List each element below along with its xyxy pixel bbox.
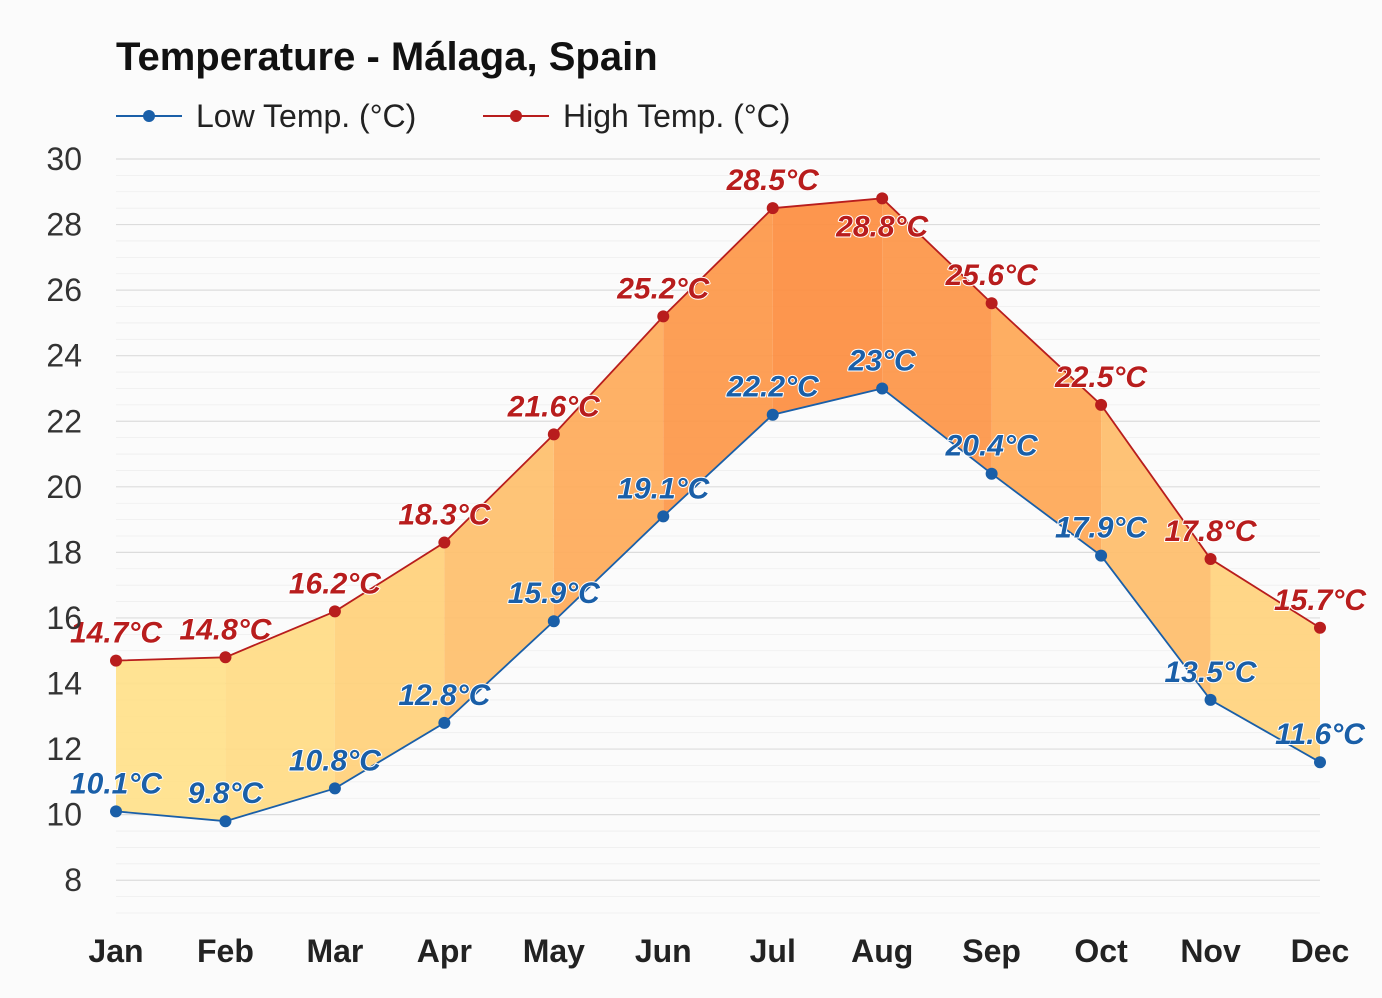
high-point-aug[interactable]	[876, 192, 889, 205]
y-tick-label: 14	[46, 666, 82, 702]
y-tick-label: 8	[64, 862, 82, 898]
legend-label-high: High Temp. (°C)	[563, 98, 790, 134]
y-tick-label: 24	[46, 338, 82, 374]
range-band-aug	[882, 198, 992, 474]
range-fill-layer	[116, 198, 1320, 822]
high-label-nov: 17.8°C	[1165, 515, 1258, 548]
high-label-jun: 25.2°C	[616, 272, 710, 305]
low-point-nov[interactable]	[1204, 693, 1217, 706]
x-tick-label-oct: Oct	[1074, 933, 1128, 969]
low-temp-line	[115, 387, 1321, 823]
low-point-jan[interactable]	[110, 805, 122, 818]
high-point-dec[interactable]	[1314, 621, 1326, 634]
x-tick-label-dec: Dec	[1291, 933, 1350, 969]
high-point-sep[interactable]	[985, 297, 998, 310]
high-point-mar[interactable]	[328, 605, 341, 618]
low-label-jun: 19.1°C	[617, 472, 710, 505]
high-point-oct[interactable]	[1095, 398, 1108, 411]
high-point-feb[interactable]	[219, 651, 232, 664]
high-point-apr[interactable]	[438, 536, 451, 549]
legend[interactable]: Low Temp. (°C) High Temp. (°C)	[116, 98, 790, 134]
range-band-jul	[772, 198, 883, 415]
high-label-may: 21.6°C	[507, 390, 601, 423]
high-point-may[interactable]	[547, 428, 560, 441]
low-point-oct[interactable]	[1095, 549, 1108, 562]
x-tick-label-nov: Nov	[1180, 933, 1241, 969]
low-label-may: 15.9°C	[508, 577, 601, 610]
range-band-oct	[1101, 404, 1211, 700]
high-temp-line	[115, 197, 1321, 662]
chart-title: Temperature - Málaga, Spain	[116, 35, 658, 79]
x-tick-label-jul: Jul	[750, 933, 796, 969]
high-label-jul: 28.5°C	[726, 164, 820, 197]
high-label-mar: 16.2°C	[289, 567, 382, 600]
low-label-jan: 10.1°C	[70, 767, 163, 800]
axis-layer: 8 10 12 14 16 18 20 22 24 26 28 30 Jan Feb Mar Apr May Ju…	[46, 141, 1349, 969]
high-point-jan[interactable]	[110, 654, 122, 667]
low-label-sep: 20.4°C	[945, 430, 1039, 463]
low-label-oct: 17.9°C	[1055, 512, 1148, 545]
series-line-layer	[115, 197, 1321, 823]
y-tick-label: 22	[46, 403, 82, 439]
range-band-feb	[225, 611, 335, 822]
y-tick-label: 20	[46, 469, 82, 505]
low-point-apr[interactable]	[438, 716, 451, 729]
range-band-mar	[334, 542, 445, 789]
y-tick-label: 10	[46, 797, 82, 833]
range-band-nov	[1210, 558, 1320, 763]
y-tick-label: 28	[46, 207, 82, 243]
legend-item-high[interactable]: High Temp. (°C)	[483, 98, 790, 134]
x-tick-label-may: May	[523, 933, 585, 969]
y-tick-label: 12	[46, 731, 82, 767]
low-point-aug[interactable]	[876, 382, 889, 395]
y-tick-label: 18	[46, 534, 82, 570]
range-band-sep	[991, 303, 1102, 556]
range-band-apr	[444, 434, 554, 723]
high-label-oct: 22.5°C	[1054, 361, 1148, 394]
legend-item-low[interactable]: Low Temp. (°C)	[116, 98, 416, 134]
low-point-feb[interactable]	[219, 815, 232, 828]
low-label-apr: 12.8°C	[398, 679, 491, 712]
x-tick-label-apr: Apr	[417, 933, 472, 969]
x-tick-label-jun: Jun	[635, 933, 692, 969]
high-label-aug: 28.8°C	[835, 210, 929, 243]
range-band-may	[553, 316, 664, 622]
low-point-mar[interactable]	[328, 782, 341, 795]
high-point-jul[interactable]	[766, 202, 779, 215]
low-point-jun[interactable]	[657, 510, 670, 523]
x-tick-label-feb: Feb	[197, 933, 254, 969]
low-point-dec[interactable]	[1314, 756, 1326, 769]
range-band-jan	[116, 657, 226, 822]
low-label-jul: 22.2°C	[726, 371, 820, 404]
low-label-feb: 9.8°C	[188, 777, 265, 810]
high-label-jan: 14.7°C	[70, 617, 163, 650]
x-tick-label-aug: Aug	[851, 933, 913, 969]
low-point-jul[interactable]	[766, 408, 779, 421]
y-tick-label: 26	[46, 272, 82, 308]
low-label-mar: 10.8°C	[289, 744, 382, 777]
high-label-dec: 15.7°C	[1274, 584, 1367, 617]
low-label-aug: 23°C	[848, 344, 917, 377]
high-label-feb: 14.8°C	[179, 613, 272, 646]
high-point-jun[interactable]	[657, 310, 670, 323]
high-point-nov[interactable]	[1204, 552, 1217, 565]
x-tick-label-sep: Sep	[962, 933, 1021, 969]
high-label-apr: 18.3°C	[398, 499, 491, 532]
legend-swatch-marker	[143, 110, 155, 122]
low-point-may[interactable]	[547, 615, 560, 628]
legend-swatch-marker	[510, 110, 522, 122]
x-tick-label-jan: Jan	[88, 933, 143, 969]
x-tick-label-mar: Mar	[306, 933, 363, 969]
high-label-sep: 25.6°C	[945, 259, 1039, 292]
low-label-nov: 13.5°C	[1165, 656, 1258, 689]
low-point-sep[interactable]	[985, 467, 998, 480]
data-label-layer: 10.1°C 9.8°C 10.8°C 12.8°C 15.9°C 19.1°C 22.2°…	[69, 163, 1368, 811]
y-tick-label: 16	[46, 600, 82, 636]
low-label-dec: 11.6°C	[1275, 718, 1366, 751]
legend-label-low: Low Temp. (°C)	[196, 98, 416, 134]
y-tick-label: 30	[46, 141, 82, 177]
data-point-layer	[110, 192, 1326, 828]
